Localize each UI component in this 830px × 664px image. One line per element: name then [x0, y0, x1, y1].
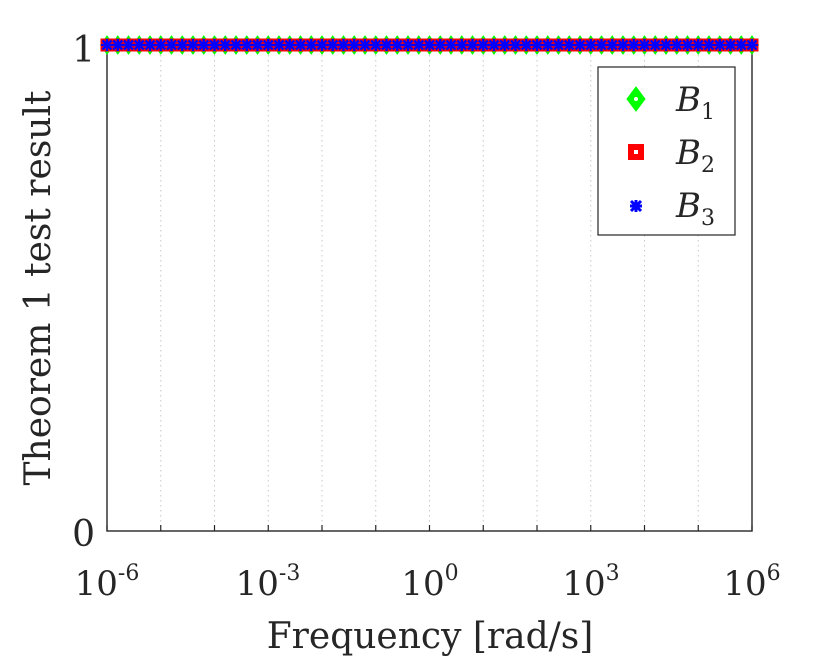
point-b3-24: [359, 39, 371, 51]
point-b3-8: [187, 39, 199, 51]
point-b3-43: [563, 39, 576, 51]
point-b3-22: [337, 39, 350, 51]
point-b3-16: [273, 39, 285, 51]
x-axis-label: Frequency [rad/s]: [267, 616, 594, 657]
point-b3-37: [498, 39, 511, 51]
point-b3-36: [488, 39, 500, 51]
point-b3-25: [369, 39, 382, 51]
point-b3-13: [240, 39, 253, 51]
x-tick-label-1e-6: 10-6: [75, 561, 140, 604]
point-b3-23: [348, 39, 361, 51]
point-b3-60: [746, 39, 758, 51]
legend-label-b1: B1: [675, 80, 715, 125]
point-b3-5: [154, 39, 167, 51]
point-b3-48: [617, 39, 629, 51]
point-b3-14: [251, 39, 264, 51]
point-b3-56: [703, 39, 715, 51]
point-b3-54: [681, 39, 694, 51]
point-b3-17: [283, 39, 296, 51]
y-tick-label-0: 0: [72, 514, 95, 555]
legend-box: [597, 66, 736, 236]
point-b3-6: [165, 39, 178, 51]
y-tick-label-1: 1: [72, 30, 95, 71]
x-tick-label-1e0: 100: [401, 561, 458, 604]
point-b3-46: [595, 39, 608, 51]
point-b3-33: [455, 39, 468, 51]
point-b3-7: [176, 39, 189, 51]
point-b3-26: [380, 39, 393, 51]
point-b3-49: [627, 39, 640, 51]
point-b3-58: [724, 39, 737, 51]
point-b3-20: [316, 39, 328, 51]
point-b3-15: [262, 39, 275, 51]
point-b3-12: [230, 39, 242, 51]
legend-marker-square-dot: [634, 150, 638, 154]
point-b3-34: [466, 39, 479, 51]
legend-entry-b1: B1: [626, 80, 715, 125]
point-b3-39: [520, 39, 533, 51]
point-b3-45: [584, 39, 597, 51]
point-b3-38: [509, 39, 522, 51]
y-axis-ticks: 0 1: [72, 30, 95, 555]
point-b3-51: [649, 39, 662, 51]
x-axis-ticks: 10-6 10-3 100 103 106: [75, 561, 781, 604]
series-layer: [99, 35, 760, 55]
point-b3-47: [606, 39, 619, 51]
point-b3-10: [208, 39, 221, 51]
grid-lines: [106, 45, 753, 531]
legend-entry-b3: B3: [629, 186, 715, 231]
point-b3-52: [660, 39, 672, 51]
x-tick-label-1e-3: 10-3: [236, 561, 301, 604]
point-b3-4: [144, 39, 156, 51]
series-b3: [101, 39, 758, 51]
point-b3-29: [412, 39, 425, 51]
point-b3-42: [552, 39, 565, 51]
point-b3-31: [434, 39, 447, 51]
point-b3-40: [531, 39, 543, 51]
point-b3-11: [219, 39, 232, 51]
x-tick-label-1e6: 106: [723, 561, 780, 604]
legend-entry-b2: B2: [628, 133, 715, 178]
point-b3-3: [133, 39, 146, 51]
point-b3-18: [294, 39, 307, 51]
point-b3-30: [423, 39, 436, 51]
legend: B1 B2 B3: [597, 66, 736, 236]
point-b3-2: [122, 39, 135, 51]
point-b3-28: [402, 39, 414, 51]
point-b3-27: [391, 39, 404, 51]
x-tick-label-1e3: 103: [562, 561, 619, 604]
point-b3-59: [735, 39, 748, 51]
legend-marker-diamond-dot: [634, 97, 638, 101]
point-b3-21: [326, 39, 339, 51]
point-b3-32: [445, 39, 457, 51]
point-b3-55: [692, 39, 705, 51]
legend-label-b3: B3: [675, 186, 715, 231]
point-b3-9: [197, 39, 210, 51]
y-axis-label: Theorem 1 test result: [18, 90, 59, 485]
point-b3-1: [111, 39, 124, 51]
point-b3-50: [638, 39, 651, 51]
point-b3-35: [477, 39, 490, 51]
point-b3-19: [305, 39, 318, 51]
legend-label-b2: B2: [675, 133, 715, 178]
point-b3-44: [574, 39, 586, 51]
point-b3-57: [713, 39, 726, 51]
point-b3-41: [541, 39, 554, 51]
legend-marker-asterisk: [629, 199, 643, 213]
point-b3-0: [101, 39, 113, 51]
point-b3-53: [670, 39, 683, 51]
